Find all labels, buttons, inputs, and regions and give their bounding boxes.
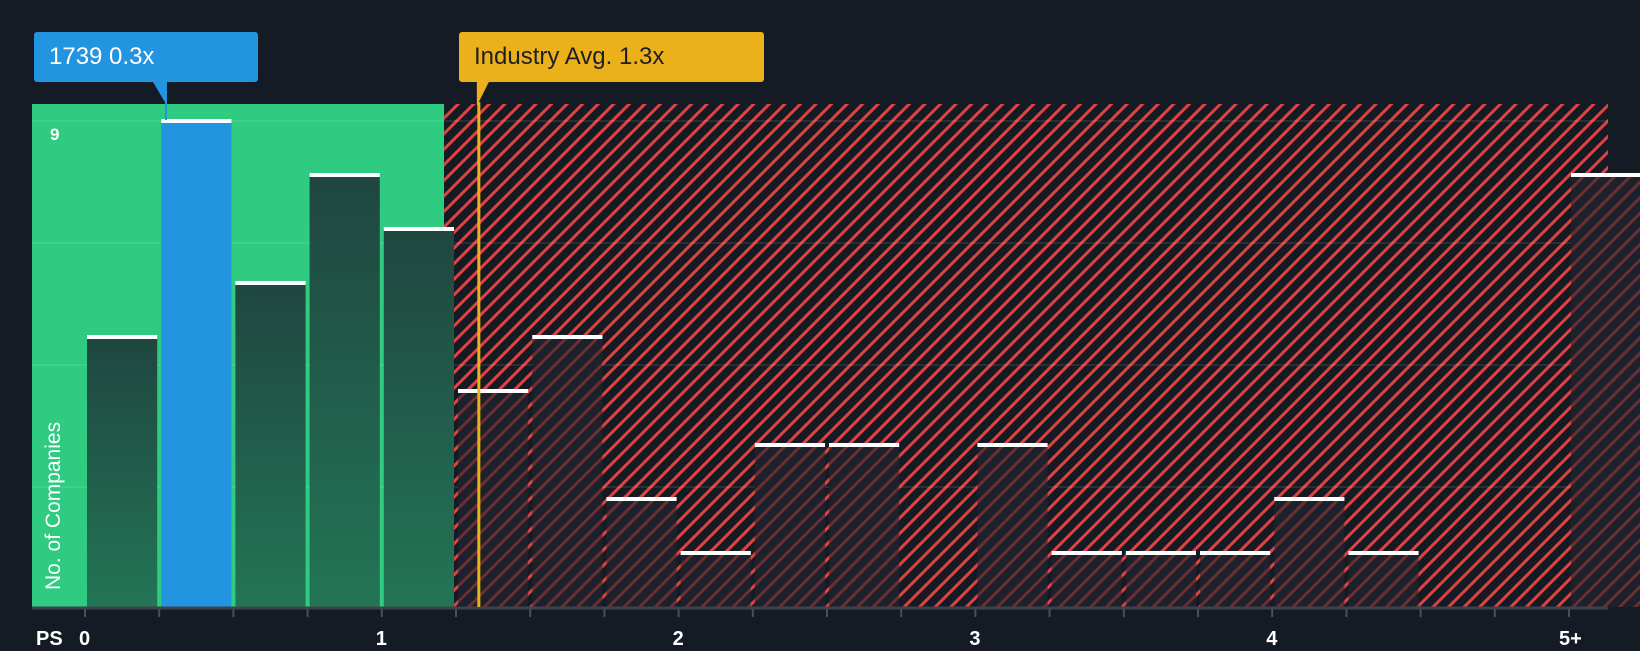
histogram-bar [829,445,900,607]
histogram-bar [532,337,603,607]
bar-cap [977,443,1048,447]
bar-cap [1051,551,1122,555]
histogram-bar [606,499,677,607]
bar-cap [309,173,380,177]
y-axis-max-label: 9 [50,125,60,144]
bar-cap [1200,551,1271,555]
y-axis-title: No. of Companies [42,421,65,590]
bar-cap [87,335,158,339]
histogram-bar [1200,553,1271,607]
histogram-bar [235,283,306,607]
histogram-bar [383,229,454,607]
bar-cap [829,443,900,447]
histogram-bar [1051,553,1122,607]
bar-cap [1125,551,1196,555]
company-ps-tooltip: 1739 0.3x [34,32,258,82]
x-tick-label: 2 [672,628,684,650]
histogram-bar [1274,499,1345,607]
histogram-bar [754,445,825,607]
bar-cap [383,227,454,231]
x-tick-label: 4 [1266,628,1278,650]
x-axis-title: PS [36,628,63,650]
bar-cap [235,281,306,285]
bar-cap [1571,173,1640,177]
histogram-bar [680,553,751,607]
bar-cap [680,551,751,555]
industry-average-tooltip: Industry Avg. 1.3x [459,32,764,82]
histogram-bar [87,337,158,607]
histogram-bar [1348,553,1419,607]
x-tick-label: 1 [375,628,387,650]
histogram-bar [1125,553,1196,607]
histogram-bar [458,391,529,607]
x-tick-label: 5+ [1559,628,1582,650]
bar-cap [161,119,232,123]
x-tick-label: 0 [79,628,91,650]
bar-cap [606,497,677,501]
company-tooltip-pointer [153,82,166,104]
industry-tooltip-pointer [476,82,489,106]
bar-cap [1274,497,1345,501]
x-tick-label: 3 [969,628,981,650]
bar-cap [458,389,529,393]
bar-cap [754,443,825,447]
histogram-bar [1571,175,1640,607]
histogram-bar [309,175,380,607]
bar-cap [1348,551,1419,555]
histogram-bar [977,445,1048,607]
histogram-bar [161,121,232,607]
bar-cap [532,335,603,339]
